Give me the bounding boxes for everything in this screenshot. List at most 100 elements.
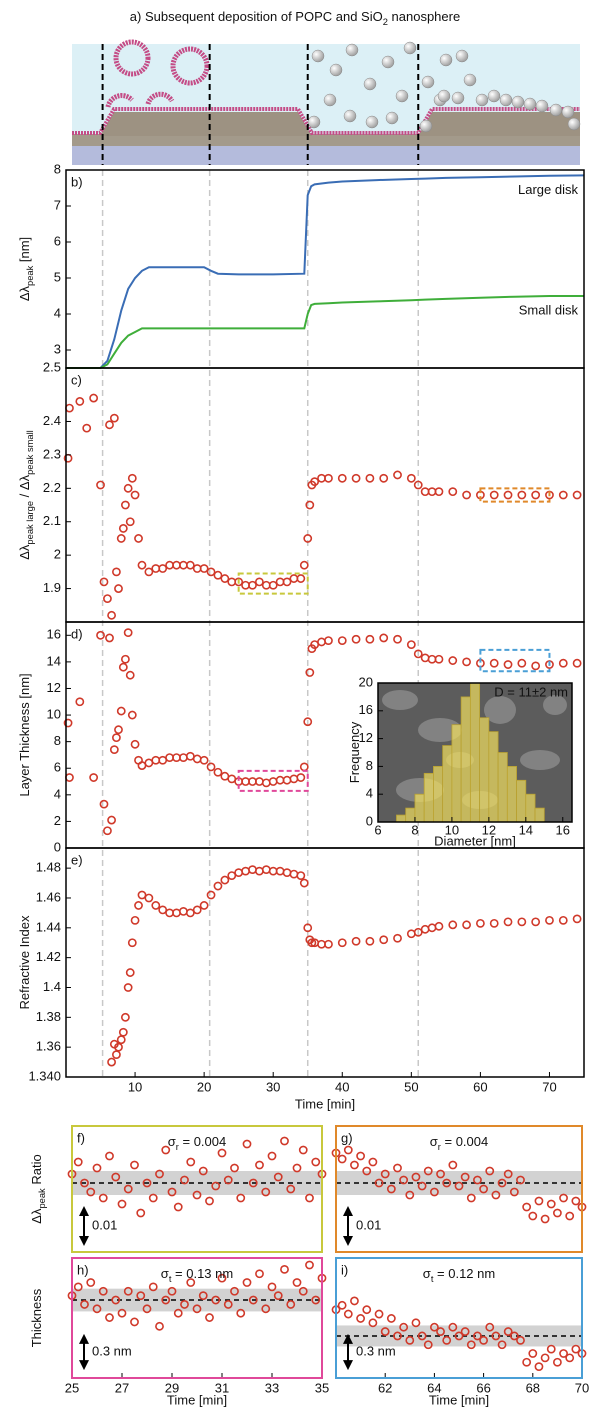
data-point	[292, 1278, 302, 1287]
scale-bar-label: 0.01	[356, 1217, 381, 1232]
data-point	[305, 668, 315, 677]
data-point	[356, 1314, 365, 1323]
data-point	[134, 534, 143, 543]
y-tick-label: 0	[54, 839, 61, 854]
data-point	[114, 725, 123, 735]
data-point	[65, 403, 74, 413]
data-point	[337, 1300, 347, 1310]
data-point	[199, 564, 209, 573]
data-point	[448, 1322, 458, 1332]
y-tick-label: 5	[54, 269, 61, 284]
data-point	[213, 570, 223, 580]
data-point	[528, 1211, 538, 1221]
y-tick-label: 12	[47, 680, 61, 695]
large-disk-shape	[100, 112, 312, 136]
data-point	[109, 413, 119, 423]
x-tick-label: 50	[404, 1079, 418, 1094]
x-tick-label: 64	[427, 1380, 441, 1395]
vesicle	[170, 46, 210, 86]
data-point	[503, 1327, 513, 1336]
sigma-band	[72, 1288, 322, 1312]
data-point	[448, 1160, 458, 1170]
data-point	[118, 662, 128, 672]
data-point	[248, 1178, 258, 1188]
data-point	[192, 754, 202, 764]
data-point	[73, 1157, 83, 1167]
highlight-box	[479, 648, 551, 673]
data-point	[136, 1208, 146, 1218]
data-point	[572, 658, 582, 668]
data-point	[337, 636, 347, 646]
data-point	[296, 773, 306, 782]
data-point	[199, 901, 209, 910]
y-axis-label-part: peak large	[25, 501, 35, 545]
data-point	[442, 1178, 452, 1188]
data-point	[546, 1199, 556, 1209]
data-point	[417, 1181, 427, 1191]
data-point	[406, 929, 416, 939]
data-point	[179, 907, 188, 916]
silica-sphere	[455, 49, 469, 63]
data-point	[234, 868, 244, 878]
data-point	[211, 1295, 221, 1305]
data-point	[65, 773, 74, 782]
data-point	[254, 866, 264, 876]
highlight-box	[237, 572, 309, 595]
data-point	[558, 490, 568, 500]
data-point	[230, 1286, 239, 1296]
data-point	[151, 901, 161, 910]
data-point	[158, 905, 168, 915]
silica-spheres	[307, 41, 581, 133]
x-tick-label: 29	[165, 1380, 179, 1395]
figure-title-part: 2	[383, 17, 388, 27]
data-point	[393, 1163, 402, 1173]
data-point	[280, 1264, 289, 1274]
data-point	[475, 918, 485, 928]
data-point	[220, 574, 230, 583]
data-point	[96, 630, 105, 640]
data-point	[198, 1291, 208, 1301]
sigma-label-part: = 0.004	[441, 1134, 488, 1149]
data-point	[123, 483, 133, 493]
y-axis-label: Δλpeak [nm]	[17, 237, 35, 301]
data-point	[220, 875, 230, 885]
data-point	[248, 865, 257, 875]
data-point	[289, 774, 299, 784]
data-point	[534, 1196, 544, 1206]
data-point	[242, 1278, 252, 1287]
data-point	[282, 577, 292, 587]
y-axis-label-part: / Δλ	[17, 474, 32, 501]
x-tick-label: 40	[335, 1079, 349, 1094]
scale-bar-label: 0.01	[92, 1217, 117, 1232]
data-point	[386, 1314, 396, 1323]
lipid-bilayer	[72, 107, 580, 135]
data-point	[406, 473, 416, 483]
x-tick-label: 70	[542, 1079, 556, 1094]
silica-sphere	[549, 103, 563, 117]
inset-texture	[520, 750, 560, 770]
data-point	[107, 815, 116, 825]
data-point	[230, 1163, 239, 1173]
silica-sphere	[535, 99, 549, 113]
data-point	[540, 1214, 550, 1224]
data-point	[434, 487, 444, 497]
data-point	[105, 633, 114, 643]
data-point	[273, 1291, 283, 1301]
data-point	[379, 935, 389, 945]
data-point	[337, 938, 347, 948]
panel-label: h)	[77, 1262, 89, 1277]
panel-frame	[71, 1125, 323, 1253]
silica-sphere	[323, 93, 337, 107]
silica-sphere	[437, 89, 451, 103]
figure-title: a) Subsequent deposition of POPC and SiO…	[130, 9, 460, 27]
data-point	[362, 1166, 372, 1176]
histogram-bar	[516, 779, 527, 823]
data-point	[248, 580, 257, 590]
data-point	[517, 658, 527, 668]
panel-label: e)	[71, 852, 83, 867]
scale-bar-label: 0.3 nm	[356, 1343, 396, 1358]
data-point	[280, 1136, 289, 1146]
data-point	[442, 1335, 452, 1345]
data-point	[572, 490, 582, 500]
silica-sphere	[421, 75, 435, 89]
